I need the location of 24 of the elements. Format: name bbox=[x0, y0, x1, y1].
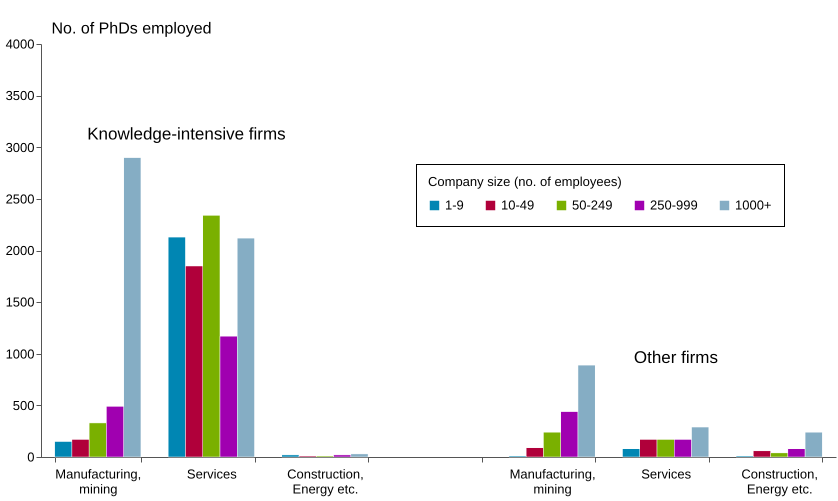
y-tick-label: 0 bbox=[27, 450, 34, 464]
annotation: Other firms bbox=[634, 348, 718, 367]
legend-label: 250-999 bbox=[650, 198, 698, 213]
annotation: Knowledge-intensive firms bbox=[87, 124, 286, 144]
legend-label: 50-249 bbox=[572, 198, 612, 213]
y-tick-label: 3500 bbox=[6, 88, 34, 104]
legend-label: 1000+ bbox=[735, 198, 772, 213]
y-axis-title: No. of PhDs employed bbox=[52, 20, 212, 38]
y-tick-label: 1500 bbox=[6, 294, 34, 310]
y-tick-label: 500 bbox=[12, 398, 34, 413]
legend-title: Company size (no. of employees) bbox=[428, 174, 622, 189]
x-tick-label: Services bbox=[186, 466, 238, 482]
y-tick-label: 3000 bbox=[6, 140, 34, 155]
x-tick-label: Construction, Energy etc. bbox=[741, 466, 818, 496]
x-tick-label: Construction, Energy etc. bbox=[287, 466, 364, 496]
x-tick-label: Manufacturing, mining bbox=[55, 466, 142, 496]
y-tick-label: 2000 bbox=[6, 243, 34, 258]
x-tick-label: Services bbox=[641, 466, 692, 482]
y-tick-label: 1000 bbox=[6, 346, 34, 362]
y-tick-label: 4000 bbox=[6, 36, 34, 52]
x-tick-label: Manufacturing, mining bbox=[510, 466, 596, 496]
legend-label: 10-49 bbox=[501, 198, 534, 213]
y-tick-label: 2500 bbox=[6, 191, 34, 206]
legend-label: 1-9 bbox=[445, 198, 464, 213]
